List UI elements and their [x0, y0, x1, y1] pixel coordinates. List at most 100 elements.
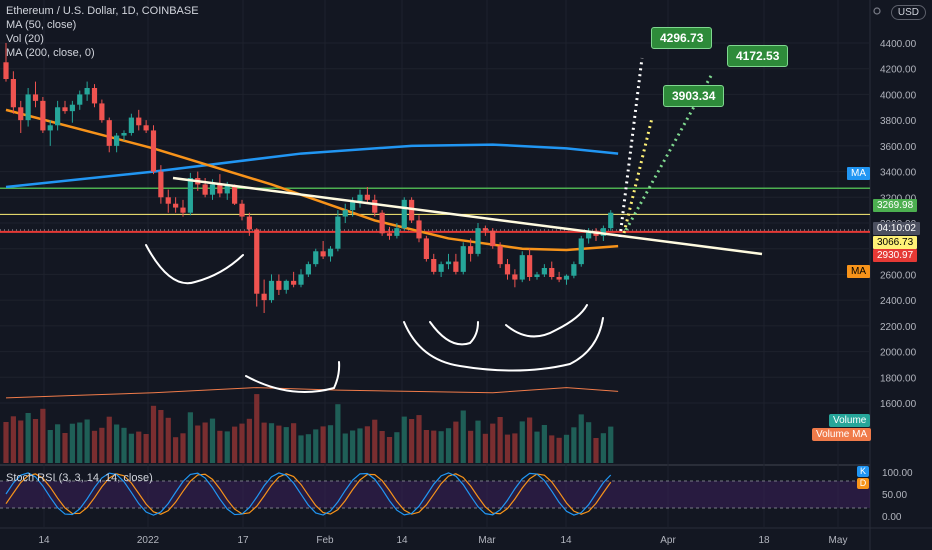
ma50-legend[interactable]: MA (50, close)	[6, 19, 77, 31]
candle-body	[47, 125, 53, 131]
candle-body	[232, 185, 238, 204]
volume-legend[interactable]: Vol (20)	[6, 33, 44, 45]
candle-body	[239, 203, 245, 217]
ma200-legend[interactable]: MA (200, close, 0)	[6, 47, 95, 59]
candle-body	[409, 199, 415, 221]
candle-body	[40, 100, 46, 131]
volume-bar	[482, 433, 488, 463]
volume-bar	[578, 414, 584, 463]
x-tick-label: Mar	[478, 535, 496, 546]
candle-body	[165, 197, 171, 204]
volume-tag: Volume	[829, 414, 871, 427]
candle-body	[261, 293, 267, 301]
volume-bar	[298, 435, 304, 463]
candle-body	[10, 79, 16, 108]
volume-bar	[128, 433, 134, 463]
volume-bar	[99, 427, 105, 463]
candle-body	[504, 264, 511, 275]
volume-bar	[468, 430, 474, 463]
volume-bar	[534, 431, 540, 463]
volume-bar	[106, 416, 112, 463]
yellow-level-tag: 3066.73	[873, 236, 918, 249]
stoch-rsi-legend[interactable]: Stoch RSI (3, 3, 14, 14, close)	[6, 472, 153, 484]
target-projection-1	[618, 57, 644, 238]
x-tick-label: 17	[237, 535, 249, 546]
x-tick-label: 18	[758, 535, 770, 546]
volume-bar	[327, 425, 334, 463]
lock-icon[interactable]	[872, 6, 882, 16]
candle-body	[608, 212, 614, 229]
volume-bar	[62, 433, 68, 463]
volume-bar	[246, 418, 252, 463]
green-level-tag: 3269.98	[873, 199, 918, 212]
volume-bar	[364, 426, 370, 463]
candle-body	[91, 88, 98, 104]
volume-bar	[549, 435, 555, 463]
target-label-1[interactable]: 4296.73	[651, 27, 713, 49]
candle-body	[32, 94, 39, 101]
volume-bar	[143, 434, 149, 463]
volume-bar	[519, 421, 525, 463]
volume-bar	[3, 422, 9, 463]
volume-bar	[586, 422, 592, 463]
volume-bar	[556, 437, 562, 463]
volume-bar	[261, 422, 267, 463]
candle-body	[534, 274, 540, 277]
volume-bar	[475, 420, 481, 463]
volume-bar	[357, 428, 363, 463]
candle-body	[372, 199, 378, 213]
candle-body	[394, 228, 400, 236]
volume-bar	[232, 426, 238, 463]
volume-bar	[77, 422, 83, 463]
currency-selector[interactable]: USD	[890, 5, 926, 20]
volume-bar	[593, 438, 599, 463]
symbol-title[interactable]: Ethereum / U.S. Dollar, 1D, COINBASE	[6, 5, 199, 17]
volume-bar	[224, 431, 230, 463]
candle-body	[55, 107, 61, 126]
volume-bar	[47, 430, 53, 463]
volume-bar	[254, 394, 260, 463]
volume-bar	[276, 425, 282, 463]
volume-bar	[136, 431, 142, 463]
y-tick-label: 2600.00	[880, 270, 917, 281]
candle-body	[460, 246, 466, 272]
candle-body	[327, 248, 334, 257]
y-tick-label: 4200.00	[880, 65, 917, 76]
volume-bar	[431, 430, 437, 463]
candle-body	[18, 107, 24, 121]
candle-body	[298, 274, 304, 285]
volume-bar	[386, 437, 393, 463]
y-tick-label: 3800.00	[880, 116, 917, 127]
volume-bar	[180, 433, 186, 463]
y-tick-label: 2400.00	[880, 296, 917, 307]
volume-bar	[32, 419, 39, 463]
candle-body	[106, 120, 112, 146]
candle-body	[136, 117, 142, 126]
candle-body	[578, 238, 584, 265]
candle-body	[69, 104, 75, 112]
candle-body	[25, 94, 31, 121]
volume-bar	[25, 413, 31, 463]
right-shoulder-arc-1	[429, 321, 479, 346]
volume-bar	[394, 432, 400, 463]
candle-body	[438, 264, 444, 272]
target-label-3[interactable]: 3903.34	[663, 85, 725, 107]
volume-bar	[40, 408, 46, 463]
candle-body	[202, 184, 208, 195]
volume-bar	[69, 423, 75, 463]
y-tick-label: 4000.00	[880, 90, 917, 101]
volume-bar	[187, 412, 193, 463]
candle-body	[563, 275, 570, 280]
left-shoulder-arc	[145, 244, 244, 285]
candle-body	[268, 280, 275, 301]
candle-body	[187, 178, 193, 213]
candle-body	[224, 185, 230, 194]
volume-bar	[379, 431, 385, 463]
candle-body	[99, 103, 105, 121]
volume-bar	[114, 424, 120, 463]
target-label-2[interactable]: 4172.53	[727, 45, 789, 67]
candle-body	[475, 228, 481, 254]
candle-body	[114, 135, 120, 146]
